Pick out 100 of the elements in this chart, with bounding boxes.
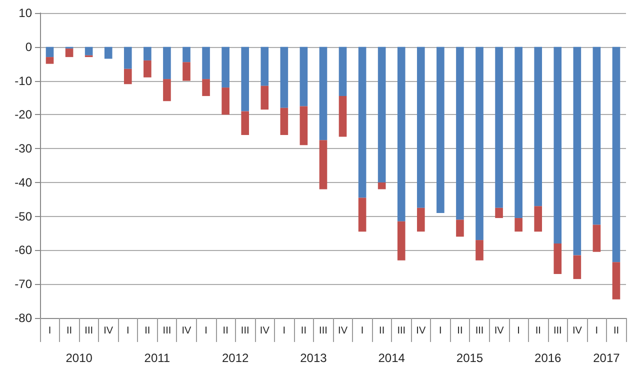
x-tick-label: IV	[416, 326, 426, 336]
bar	[554, 46, 562, 244]
bar	[222, 88, 230, 115]
x-tick-label: II	[144, 326, 150, 336]
bar	[338, 46, 347, 96]
x-tick-label: II	[535, 326, 541, 336]
bar	[416, 46, 425, 208]
bar	[456, 46, 464, 220]
x-tick-label: III	[84, 326, 94, 336]
x-tick-label: I	[439, 326, 442, 336]
x-tick-label: IV	[104, 326, 114, 336]
y-tick-label: 10	[18, 6, 32, 20]
x-tick-label: I	[126, 326, 130, 336]
bar	[124, 46, 132, 69]
y-tick-label: -80	[14, 311, 32, 325]
bar	[104, 46, 112, 59]
bar	[573, 255, 582, 280]
x-tick-label: II	[379, 326, 385, 336]
text: 2013	[300, 351, 328, 365]
bar	[554, 243, 562, 274]
bar	[534, 206, 542, 232]
bar	[65, 48, 74, 58]
bar	[163, 79, 171, 102]
bar	[358, 46, 366, 198]
x-tick-label: III	[319, 326, 328, 336]
bar	[319, 46, 328, 140]
y-tick-label: -40	[14, 175, 32, 190]
bar	[144, 46, 152, 60]
x-tick-label: III	[553, 326, 562, 336]
y-tick-label: -10	[14, 74, 32, 88]
bar	[612, 46, 620, 262]
bar	[476, 46, 484, 240]
bar	[241, 111, 250, 135]
x-tick-label: I	[595, 326, 598, 336]
x-tick-label: II	[613, 326, 620, 336]
x-tick-label: III	[162, 326, 172, 336]
bar	[378, 46, 386, 182]
bar	[514, 218, 522, 232]
x-tick-label: I	[48, 326, 52, 336]
bar	[495, 208, 503, 218]
x-tick-label: II	[222, 326, 228, 336]
x-tick-label: I	[204, 326, 208, 336]
bar	[260, 46, 269, 86]
bar	[592, 224, 601, 252]
x-tick-label: III	[475, 326, 484, 336]
bar	[202, 46, 210, 80]
x-tick-label: IV	[572, 326, 582, 336]
bar	[300, 46, 308, 106]
bar	[84, 46, 93, 56]
bar	[338, 96, 347, 137]
bar	[378, 182, 386, 190]
bar	[182, 62, 190, 81]
text: 2011	[144, 351, 170, 365]
x-tick-label: II	[457, 326, 463, 336]
bar	[124, 68, 132, 84]
bar	[495, 46, 503, 208]
bar	[46, 46, 54, 58]
x-tick-label: I	[282, 326, 286, 336]
y-tick-label: -30	[14, 142, 32, 156]
bar	[222, 46, 230, 88]
x-tick-label: IV	[260, 326, 270, 336]
x-tick-label: II	[300, 326, 306, 336]
bar	[241, 46, 250, 112]
text: 2012	[222, 351, 250, 365]
x-tick-label: II	[66, 326, 72, 336]
bar	[612, 262, 620, 300]
text: 2015	[456, 351, 484, 365]
text: 2016	[534, 351, 562, 365]
text: 2010	[66, 351, 93, 365]
bar	[280, 46, 288, 108]
bar	[163, 46, 171, 80]
bar	[514, 46, 522, 218]
bar	[260, 86, 269, 110]
text: 2014	[378, 351, 406, 365]
x-tick-label: IV	[182, 326, 192, 336]
bar	[573, 46, 582, 256]
y-tick-label: -20	[14, 108, 32, 122]
x-tick-label: IV	[338, 326, 348, 336]
x-tick-label: III	[397, 326, 406, 336]
bar	[416, 208, 425, 232]
bar	[280, 108, 288, 135]
y-tick-label: -60	[14, 243, 32, 258]
y-tick-label: 0	[25, 40, 32, 54]
bar	[397, 221, 406, 260]
bar	[319, 140, 328, 190]
bar	[476, 240, 484, 260]
bar	[534, 46, 542, 206]
bar	[182, 46, 190, 62]
bar	[397, 46, 406, 222]
x-tick-label: IV	[494, 326, 504, 336]
x-tick-label: III	[240, 326, 250, 336]
y-tick-label: -70	[14, 277, 32, 292]
y-tick-label: -50	[14, 209, 32, 224]
bar	[144, 60, 152, 78]
bar	[456, 220, 464, 237]
bar	[300, 106, 308, 146]
bar	[358, 198, 366, 232]
x-tick-label: I	[360, 326, 364, 336]
bar	[202, 79, 210, 96]
text: 2017	[593, 351, 620, 365]
